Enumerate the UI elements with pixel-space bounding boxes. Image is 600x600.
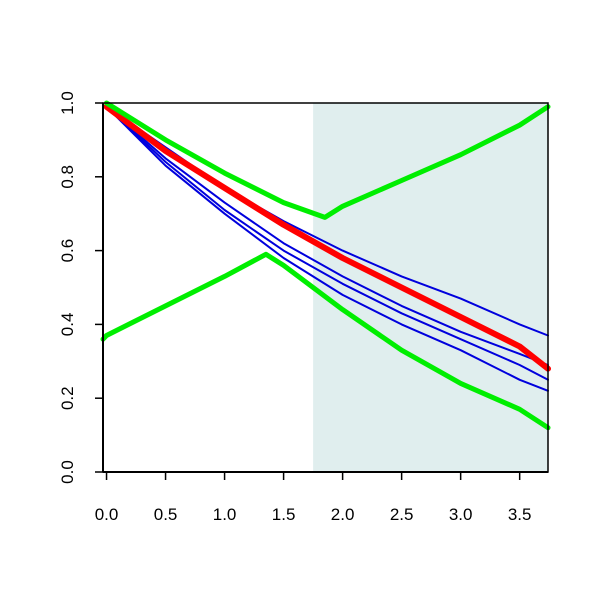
y-tick-label: 1.0 bbox=[58, 91, 77, 115]
series-line-5 bbox=[103, 103, 551, 372]
x-tick-label: 2.5 bbox=[390, 505, 414, 524]
x-tick-label: 0.0 bbox=[95, 505, 119, 524]
y-tick-label: 0.4 bbox=[58, 313, 77, 337]
series-line-2 bbox=[105, 105, 549, 366]
y-tick-label: 0.2 bbox=[58, 386, 77, 410]
series-layer bbox=[100, 100, 551, 431]
series-line-6 bbox=[104, 100, 551, 220]
x-tick-label: 1.5 bbox=[272, 505, 296, 524]
y-tick-label: 0.0 bbox=[58, 460, 77, 484]
x-tick-label: 1.0 bbox=[213, 505, 237, 524]
y-tick-label: 0.6 bbox=[58, 239, 77, 263]
x-tick-label: 0.5 bbox=[154, 505, 178, 524]
y-tick-label: 0.8 bbox=[58, 165, 77, 189]
series-line-3 bbox=[105, 105, 549, 381]
series-line-7 bbox=[100, 251, 551, 431]
axes-layer: 0.0 0.5 1.0 1.5 2.0 2.5 3.0 3.5 0.0 0.2 0.4 0.6 0.8 1… bbox=[58, 91, 548, 524]
x-tick-label: 3.5 bbox=[508, 505, 532, 524]
series-line-4 bbox=[105, 105, 549, 392]
x-tick-label: 2.0 bbox=[331, 505, 355, 524]
x-tick-label: 3.0 bbox=[449, 505, 473, 524]
